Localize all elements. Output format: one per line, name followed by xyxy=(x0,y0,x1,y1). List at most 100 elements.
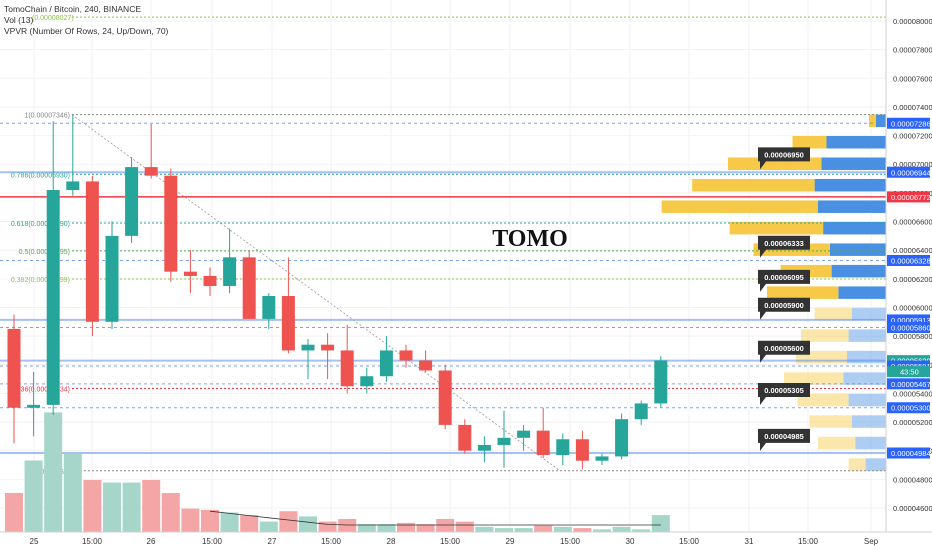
candle-body xyxy=(8,329,21,408)
chart-watermark: TOMO xyxy=(492,226,568,252)
volume-bar xyxy=(5,493,23,532)
candle-body xyxy=(517,431,530,438)
volume-bar xyxy=(25,461,43,533)
vpvr-up-bar xyxy=(827,136,887,149)
price-axis-badge-label: 0.00007286 xyxy=(891,119,931,128)
time-axis-tick: 25 xyxy=(30,537,39,546)
candle-body xyxy=(419,360,432,370)
vpvr-up-bar xyxy=(815,179,886,192)
volume-bar xyxy=(338,519,356,532)
fib-level-label: 0.382(0.00006199) xyxy=(11,277,70,284)
candle-body xyxy=(654,360,667,403)
fib-level-label: 1(0.00007346) xyxy=(24,113,70,120)
vpvr-up-bar xyxy=(838,286,886,299)
vpvr-up-bar xyxy=(832,265,886,278)
volume-bar xyxy=(279,511,297,532)
candle-body xyxy=(86,181,99,321)
vpvr-down-bar xyxy=(810,415,853,428)
volume-bar xyxy=(64,454,82,532)
vpvr-up-bar xyxy=(821,157,886,170)
price-axis-badge-label: 0.00005300 xyxy=(891,404,931,413)
vpvr-indicator-label[interactable]: VPVR (Number Of Rows, 24, Up/Down, 70) xyxy=(4,26,168,37)
candle-body xyxy=(321,345,334,351)
price-axis-tick: 0.00005400 xyxy=(893,389,932,398)
volume-bar xyxy=(142,480,160,532)
time-axis-tick: 29 xyxy=(506,537,515,546)
candle-body xyxy=(341,350,354,386)
candle-body xyxy=(204,276,217,286)
volume-bar xyxy=(240,515,258,532)
candle-body xyxy=(145,167,158,176)
volume-bar xyxy=(534,526,552,533)
time-axis-tick: 15:00 xyxy=(82,537,103,546)
candle-body xyxy=(262,296,275,319)
price-axis-tick: 0.00007200 xyxy=(893,132,932,141)
volume-bar xyxy=(319,522,337,532)
candle-body xyxy=(458,425,471,451)
price-axis-badge-label: 0.00004984 xyxy=(891,449,931,458)
symbol-title[interactable]: TomoChain / Bitcoin, 240, BINANCE xyxy=(4,4,168,15)
price-axis-tick: 0.00008000 xyxy=(893,17,932,26)
time-axis-tick: Sep xyxy=(864,537,879,546)
volume-bar xyxy=(299,516,317,532)
candle-body xyxy=(439,370,452,424)
vpvr-down-bar xyxy=(818,437,855,450)
price-callout-label: 0.00005600 xyxy=(764,344,804,353)
candle-body xyxy=(125,167,138,236)
price-axis-tick: 0.00006000 xyxy=(893,303,932,312)
vpvr-down-bar xyxy=(793,136,827,149)
price-callout-label: 0.00005900 xyxy=(764,301,804,310)
price-axis-tick: 0.00007600 xyxy=(893,74,932,83)
candle-body xyxy=(635,403,648,419)
vpvr-down-bar xyxy=(784,372,844,385)
candle-body xyxy=(106,236,119,322)
volume-bar xyxy=(44,412,62,532)
vpvr-up-bar xyxy=(849,394,886,407)
candle-body xyxy=(400,350,413,360)
candle-body xyxy=(596,456,609,460)
candle-body xyxy=(223,257,236,286)
price-axis-tick: 0.00004800 xyxy=(893,475,932,484)
candle-body xyxy=(184,272,197,276)
price-axis-badge-label: 0.00006944 xyxy=(891,168,931,177)
price-axis-tick: 0.00007800 xyxy=(893,46,932,55)
vpvr-up-bar xyxy=(849,329,886,342)
volume-bar xyxy=(123,483,141,532)
price-callout-label: 0.00006950 xyxy=(764,150,804,159)
price-axis-badge-label: 0.00006328 xyxy=(891,256,931,265)
volume-bar xyxy=(181,509,199,532)
candle-body xyxy=(360,376,373,386)
volume-bar xyxy=(221,513,239,533)
vpvr-up-bar xyxy=(852,308,886,321)
volume-bar xyxy=(515,528,533,532)
volume-bar xyxy=(436,519,454,532)
volume-indicator-label[interactable]: Vol (13) xyxy=(4,15,168,26)
price-axis-tick: 0.00006400 xyxy=(893,246,932,255)
time-axis-tick: 15:00 xyxy=(321,537,342,546)
price-callout-label: 0.00006333 xyxy=(764,239,804,248)
vpvr-down-bar xyxy=(869,115,876,128)
candle-body xyxy=(576,439,589,460)
volume-bar xyxy=(475,527,493,532)
time-axis-tick: 30 xyxy=(626,537,635,546)
time-axis-tick: 31 xyxy=(745,537,754,546)
candle-body xyxy=(478,445,491,451)
time-axis-tick: 28 xyxy=(387,537,396,546)
candle-body xyxy=(380,350,393,376)
price-callout-label: 0.00004985 xyxy=(764,432,804,441)
volume-bar xyxy=(397,523,415,532)
price-axis-tick: 0.00004600 xyxy=(893,504,932,513)
candle-body xyxy=(498,438,511,445)
vpvr-up-bar xyxy=(844,372,887,385)
price-axis-tick: 0.00006600 xyxy=(893,218,932,227)
volume-bar xyxy=(613,527,631,532)
volume-bar xyxy=(83,480,101,532)
vpvr-down-bar xyxy=(767,286,838,299)
vpvr-down-bar xyxy=(815,308,852,321)
volume-bar xyxy=(456,522,474,532)
countdown-label: 43:50 xyxy=(900,368,919,377)
candle-body xyxy=(556,439,569,455)
time-axis-tick: 15:00 xyxy=(798,537,819,546)
